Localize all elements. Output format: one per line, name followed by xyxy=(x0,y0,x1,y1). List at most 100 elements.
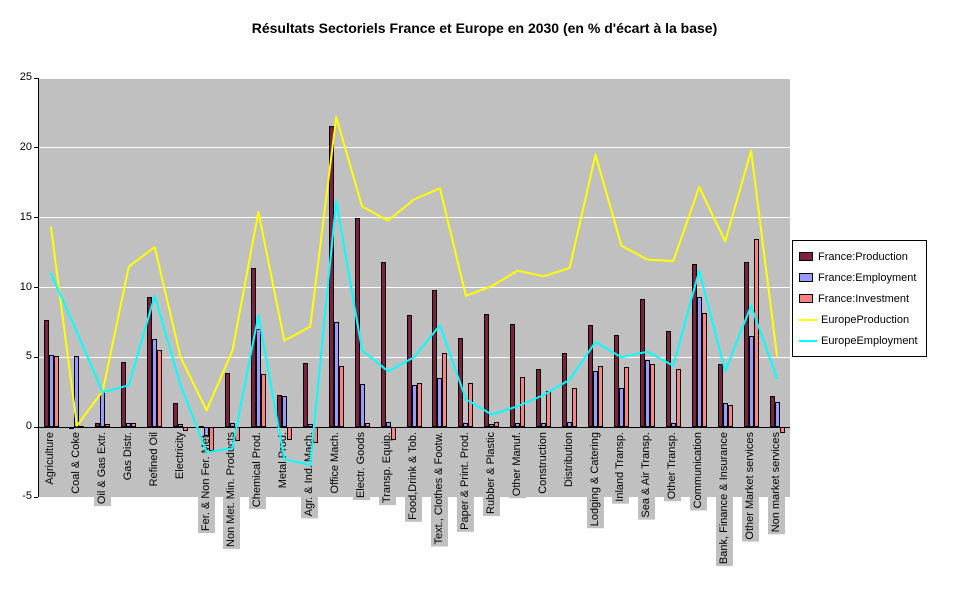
bar-France:Production xyxy=(484,314,490,428)
bar-France:Production xyxy=(562,353,568,428)
bar-France:Employment xyxy=(748,336,754,428)
bar-France:Employment xyxy=(178,424,184,428)
bar-France:Production xyxy=(173,403,179,428)
bar-France:Employment xyxy=(593,371,598,428)
bar-France:Production xyxy=(588,325,593,428)
bar-France:Investment xyxy=(338,365,344,428)
bar-France:Investment xyxy=(105,424,111,428)
bar-France:Production xyxy=(121,361,127,428)
bar-France:Investment xyxy=(53,355,59,428)
plot-area xyxy=(38,77,790,498)
bar-France:Investment xyxy=(131,423,137,428)
bar-France:Employment xyxy=(489,424,495,428)
y-axis-tick-label: 0 xyxy=(25,420,32,433)
y-axis-tick-mark xyxy=(34,287,38,288)
bar-France:Investment xyxy=(416,382,422,428)
legend-key-line xyxy=(799,318,817,321)
legend: France:Production France:Employment France… xyxy=(792,240,927,357)
y-axis-tick-label: 5 xyxy=(25,350,32,363)
legend-entry: EuropeProduction xyxy=(799,309,918,330)
bar-France:Production xyxy=(380,262,386,428)
bar-France:Investment xyxy=(649,364,655,428)
bar-France:Investment xyxy=(442,353,448,428)
bar-France:Production xyxy=(225,372,230,428)
bar-France:Production xyxy=(639,298,645,428)
y-axis-tick-label: 20 xyxy=(19,140,32,153)
bar-France:Employment xyxy=(48,354,54,428)
bar-France:Employment xyxy=(411,385,417,428)
bar-France:Investment xyxy=(260,374,266,428)
legend-entry: EuropeEmployment xyxy=(799,330,918,351)
gridline xyxy=(38,287,790,288)
bar-France:Investment xyxy=(468,382,474,428)
bar-France:Employment xyxy=(618,388,624,428)
bar-France:Investment xyxy=(209,427,215,451)
bar-France:Investment xyxy=(727,404,733,428)
legend-label: EuropeEmployment xyxy=(821,334,918,347)
line-series-overlay xyxy=(50,116,778,466)
bar-France:Employment xyxy=(541,423,547,428)
bar-France:Employment xyxy=(359,383,365,428)
bar-France:Investment xyxy=(520,376,526,428)
y-axis-tick-mark xyxy=(34,426,38,428)
gridline xyxy=(38,77,790,79)
bar-France:Production xyxy=(406,315,412,428)
bar-France:Investment xyxy=(494,421,500,428)
bar-France:Investment xyxy=(598,365,603,428)
bar-France:Investment xyxy=(286,427,292,440)
y-axis-tick-label: 25 xyxy=(19,71,32,83)
bar-France:Investment xyxy=(572,388,578,428)
y-axis-tick-mark xyxy=(34,217,38,219)
bar-France:Production xyxy=(147,297,153,428)
legend-key-swatch xyxy=(799,294,813,303)
bar-France:Production xyxy=(717,364,723,428)
bar-France:Investment xyxy=(364,423,370,428)
legend-key-swatch xyxy=(799,252,813,261)
bar-France:Employment xyxy=(152,339,158,428)
bar-France:Employment xyxy=(255,329,261,428)
line-EuropeEmployment xyxy=(50,199,778,466)
y-axis-tick-label: 15 xyxy=(19,210,32,223)
bar-France:Production xyxy=(95,423,101,428)
bar-France:Employment xyxy=(281,396,287,428)
bar-France:Employment xyxy=(307,424,313,428)
bar-France:Production xyxy=(302,362,308,428)
bar-France:Employment xyxy=(644,360,650,428)
bar-France:Investment xyxy=(623,367,629,428)
bar-France:Production xyxy=(43,319,49,428)
bar-France:Production xyxy=(69,427,75,430)
bar-France:Investment xyxy=(390,427,396,440)
bar-France:Employment xyxy=(230,423,235,428)
legend-entry: France:Production xyxy=(799,246,918,267)
bar-France:Investment xyxy=(675,368,681,428)
bar-France:Production xyxy=(691,263,697,428)
gridline xyxy=(38,217,790,219)
bar-France:Employment xyxy=(385,421,391,428)
bar-France:Production xyxy=(199,425,205,428)
bar-France:Employment xyxy=(515,423,521,428)
legend-key-line xyxy=(799,339,817,342)
legend-label: France:Investment xyxy=(818,292,910,305)
y-axis-tick-mark xyxy=(34,77,38,79)
bar-France:Investment xyxy=(779,427,785,433)
bar-France:Production xyxy=(665,330,671,428)
bar-France:Employment xyxy=(696,297,702,428)
bar-France:Investment xyxy=(157,350,163,428)
bar-France:Production xyxy=(769,396,775,428)
y-axis-tick-mark xyxy=(34,147,38,149)
bar-France:Investment xyxy=(753,238,759,428)
legend-label: France:Employment xyxy=(818,271,917,284)
line-EuropeProduction xyxy=(50,116,778,427)
legend-key-swatch xyxy=(799,273,813,282)
bar-France:Production xyxy=(432,290,438,428)
y-axis-tick-label: 10 xyxy=(19,280,32,293)
legend-label: France:Production xyxy=(818,250,908,263)
bar-France:Production xyxy=(510,323,516,428)
y-axis-tick-label: -5 xyxy=(22,490,32,502)
bar-France:Employment xyxy=(670,423,676,428)
bar-France:Employment xyxy=(463,423,469,428)
y-axis-tick-mark xyxy=(34,496,38,498)
bar-France:Employment xyxy=(437,378,443,428)
bar-France:Investment xyxy=(701,312,707,428)
